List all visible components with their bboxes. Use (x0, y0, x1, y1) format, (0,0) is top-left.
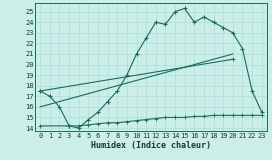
X-axis label: Humidex (Indice chaleur): Humidex (Indice chaleur) (91, 141, 211, 150)
